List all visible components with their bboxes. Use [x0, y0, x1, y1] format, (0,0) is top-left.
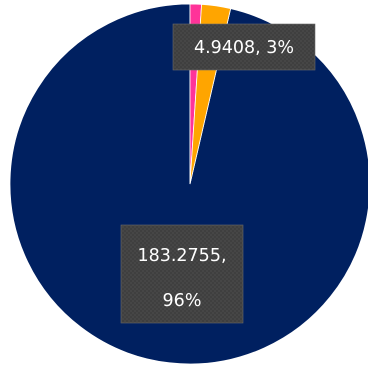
data-label-small: 4.9408, 3% — [172, 23, 316, 71]
data-label-large: 183.2755, 96% — [120, 224, 244, 324]
data-label-large-line1: 183.2755, — [137, 246, 226, 266]
slice-main — [9, 3, 368, 365]
data-label-large-line2: 96% — [163, 291, 202, 311]
data-label-small-text: 4.9408, 3% — [194, 38, 294, 58]
